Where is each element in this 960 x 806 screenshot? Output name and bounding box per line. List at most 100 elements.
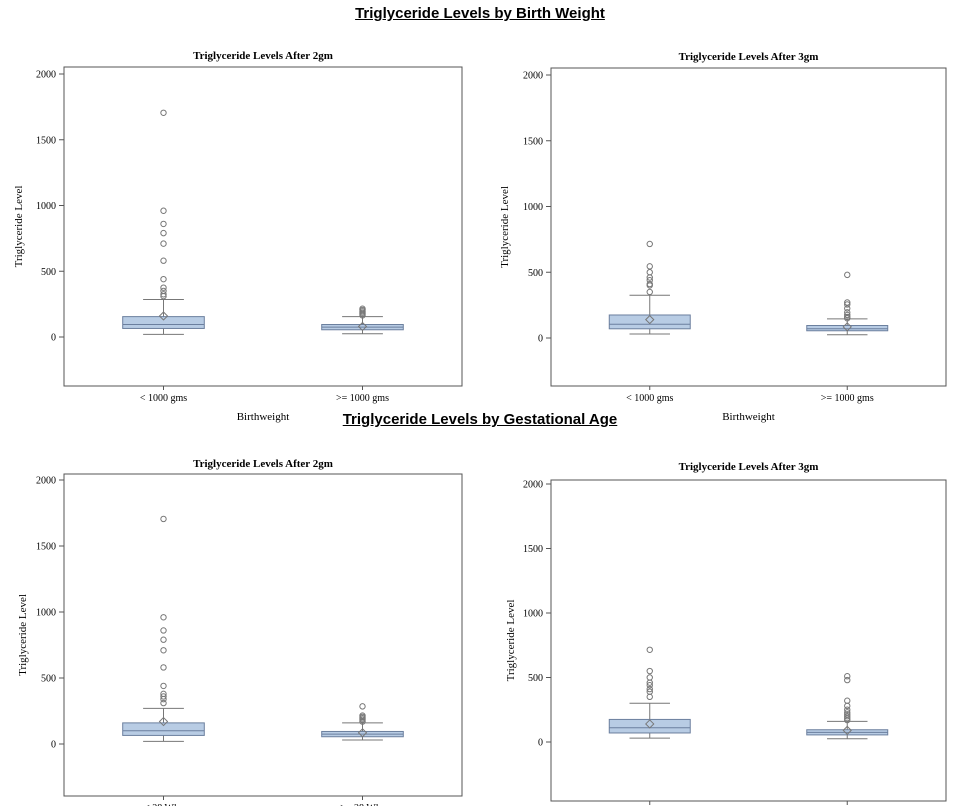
outlier-point (844, 673, 851, 680)
outlier-point (646, 667, 653, 675)
outlier-point (844, 271, 851, 279)
outlier-point (646, 288, 653, 296)
y-tick-label: 500 (41, 674, 56, 685)
outlier-point (844, 706, 851, 713)
outlier-point (844, 299, 851, 306)
outlier-point (646, 688, 653, 695)
y-tick-label: 0 (51, 333, 56, 344)
y-tick-label: 500 (528, 268, 543, 279)
outlier-point (646, 674, 653, 681)
y-tick-label: 500 (528, 673, 543, 684)
chart-panel-birthweight-2gm: Triglyceride Levels After 2gm 0 500 1000 150… (13, 50, 463, 423)
chart-panel-gestational-3gm: Triglyceride Levels After 3gm 0 500 1000 150… (505, 461, 947, 805)
section-title-birth-weight: Triglyceride Levels by Birth Weight (355, 5, 605, 22)
chart-panel-gestational-2gm: Triglyceride Levels After 2gm 0 500 1000 150… (17, 458, 463, 806)
outlier-point (646, 276, 653, 284)
mean-marker (158, 716, 169, 727)
outlier-point (160, 693, 167, 700)
outlier-point (844, 709, 851, 716)
y-axis-label: Triglyceride Level (505, 600, 517, 682)
outlier-point (160, 627, 167, 634)
box-iqr (806, 325, 889, 332)
outlier-point (646, 682, 653, 689)
chart-title: Triglyceride Levels After 3gm (679, 461, 819, 473)
outlier-point (359, 718, 366, 725)
outlier-point (160, 287, 167, 295)
y-axis-label: Triglyceride Level (13, 186, 25, 268)
x-tick-label: < 1000 gms (626, 393, 673, 404)
chart-panel-birthweight-3gm: Triglyceride Levels After 3gm 0 500 1000 150… (499, 51, 947, 423)
outlier-point (844, 697, 851, 704)
y-tick-label: 0 (51, 740, 56, 751)
outlier-point (844, 305, 851, 312)
y-tick-label: 1500 (523, 544, 543, 555)
mean-marker (842, 725, 852, 736)
y-tick-label: 2000 (523, 71, 543, 82)
outlier-point (646, 263, 653, 270)
y-tick-label: 1000 (523, 609, 543, 620)
x-tick-label: >= 1000 gms (336, 393, 389, 404)
y-tick-label: 500 (41, 267, 56, 278)
outlier-point (160, 515, 167, 523)
mean-marker (357, 728, 368, 738)
plot-frame (550, 67, 947, 387)
mean-marker (645, 719, 655, 729)
outlier-point (359, 712, 366, 719)
x-axis-label: Birthweight (722, 411, 775, 423)
outlier-point (646, 693, 653, 701)
box-iqr (122, 316, 205, 329)
x-tick-label: < 1000 gms (140, 393, 187, 404)
y-tick-label: 1000 (36, 608, 56, 619)
plot-frame (63, 473, 463, 797)
box-iqr (608, 314, 691, 330)
outlier-point (646, 685, 653, 693)
outlier-point (844, 676, 851, 684)
mean-marker (158, 311, 169, 321)
mean-marker (357, 321, 368, 332)
y-tick-label: 0 (538, 738, 543, 749)
outlier-point (160, 699, 167, 707)
box-iqr (122, 722, 205, 736)
y-tick-label: 1500 (523, 136, 543, 147)
outlier-point (160, 109, 167, 116)
plot-frame (550, 479, 947, 802)
y-tick-label: 0 (538, 334, 543, 345)
outlier-point (160, 647, 167, 654)
outlier-point (160, 240, 167, 247)
x-tick-label: < 28 Wks (144, 803, 183, 806)
outlier-point (160, 614, 167, 621)
y-tick-label: 2000 (523, 480, 543, 491)
y-tick-label: 1000 (36, 201, 56, 212)
outlier-point (160, 220, 167, 228)
outlier-point (160, 636, 167, 643)
x-tick-label: >= 28 Wks (340, 803, 385, 806)
outlier-point (646, 240, 653, 248)
outlier-point (160, 291, 167, 298)
mean-marker (645, 314, 655, 325)
y-tick-label: 2000 (36, 70, 56, 81)
outlier-point (160, 284, 167, 291)
chart-title: Triglyceride Levels After 2gm (193, 458, 333, 470)
outlier-point (844, 713, 851, 720)
x-tick-label: >= 1000 gms (821, 393, 874, 404)
outlier-point (160, 207, 167, 214)
outlier-point (160, 229, 167, 237)
outlier-point (359, 703, 366, 710)
outlier-point (844, 313, 851, 321)
outlier-point (844, 702, 851, 710)
outlier-point (646, 646, 653, 653)
outlier-point (160, 690, 167, 698)
chart-title: Triglyceride Levels After 3gm (679, 51, 819, 63)
mean-marker (842, 322, 852, 332)
y-tick-label: 1000 (523, 202, 543, 213)
outlier-point (844, 711, 851, 718)
outlier-point (359, 305, 366, 312)
y-axis-label: Triglyceride Level (17, 594, 29, 676)
y-tick-label: 1500 (36, 542, 56, 553)
section-title-gestational-age: Triglyceride Levels by Gestational Age (342, 411, 618, 428)
y-tick-label: 2000 (36, 476, 56, 487)
outlier-point (844, 311, 851, 319)
outlier-point (160, 682, 167, 690)
outlier-point (646, 280, 653, 288)
outlier-point (160, 257, 167, 264)
